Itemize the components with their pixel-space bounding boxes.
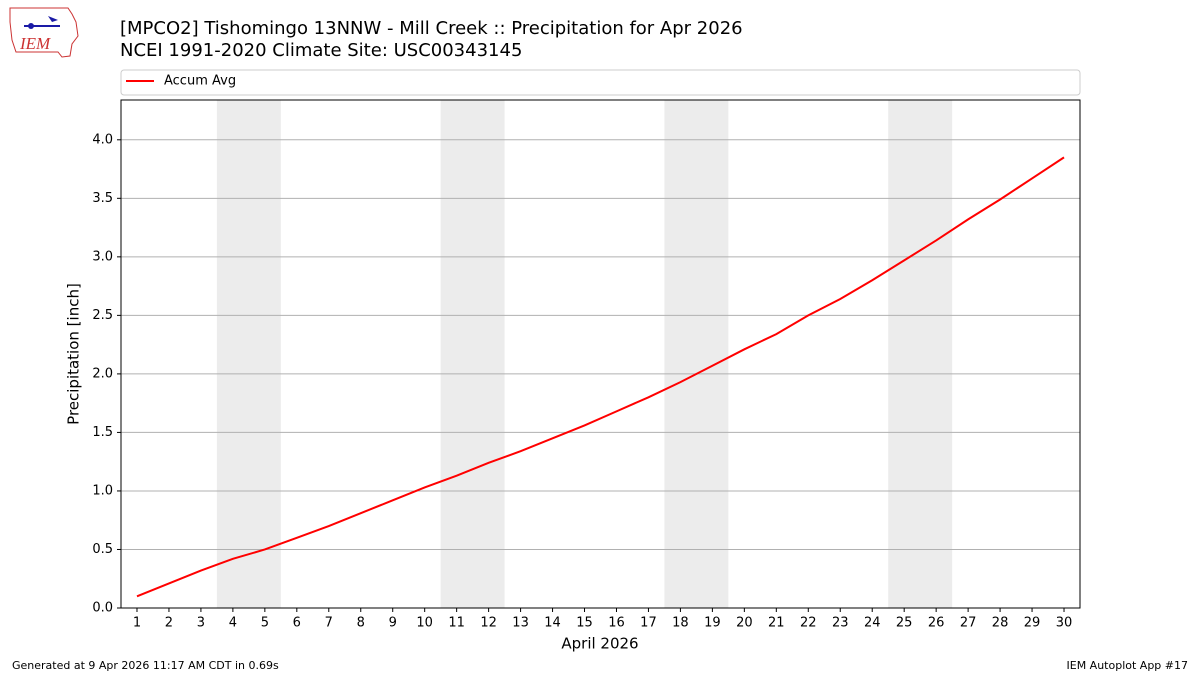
x-tick-label: 2 — [165, 616, 173, 631]
weekend-shade — [440, 100, 505, 608]
x-tick-label: 10 — [416, 616, 433, 631]
x-tick-label: 8 — [357, 616, 365, 631]
x-tick-label: 19 — [704, 616, 721, 631]
x-tick-label: 17 — [640, 616, 657, 631]
y-tick-label: 1.0 — [92, 483, 113, 498]
series-line — [136, 156, 1065, 598]
x-tick-label: 29 — [1024, 616, 1041, 631]
y-tick-label: 3.5 — [92, 191, 113, 206]
x-tick-label: 4 — [229, 616, 237, 631]
x-tick-label: 27 — [960, 616, 977, 631]
x-tick-label: 16 — [608, 616, 625, 631]
legend-label: Accum Avg — [164, 74, 236, 89]
weekend-shade — [664, 100, 729, 608]
x-tick-label: 22 — [800, 616, 817, 631]
logo-vane — [48, 16, 58, 22]
logo: IEM — [9, 7, 79, 58]
x-tick-label: 11 — [448, 616, 465, 631]
chart-subtitle: NCEI 1991-2020 Climate Site: USC00343145 — [120, 40, 522, 61]
footer-right: IEM Autoplot App #17 — [1067, 659, 1189, 672]
x-tick-label: 28 — [992, 616, 1009, 631]
y-axis-label: Precipitation [inch] — [65, 283, 83, 425]
x-tick-label: 20 — [736, 616, 753, 631]
logo-dot — [28, 23, 34, 29]
chart-title: [MPCO2] Tishomingo 13NNW - Mill Creek ::… — [120, 18, 743, 39]
x-tick-label: 6 — [293, 616, 301, 631]
x-tick-label: 23 — [832, 616, 849, 631]
x-tick-label: 3 — [197, 616, 205, 631]
x-tick-label: 14 — [544, 616, 561, 631]
x-tick-label: 30 — [1056, 616, 1073, 631]
plot-area — [121, 100, 1080, 609]
y-tick-label: 0.0 — [92, 601, 113, 616]
plot-frame — [120, 99, 1081, 609]
x-tick-label: 25 — [896, 616, 913, 631]
x-tick-label: 15 — [576, 616, 593, 631]
weekend-shade — [888, 100, 953, 608]
x-tick-label: 7 — [325, 616, 333, 631]
y-tick-label: 1.5 — [92, 425, 113, 440]
y-tick-label: 2.5 — [92, 308, 113, 323]
x-tick-label: 18 — [672, 616, 689, 631]
x-tick-label: 24 — [864, 616, 881, 631]
y-tick-label: 4.0 — [92, 132, 113, 147]
x-tick-label: 26 — [928, 616, 945, 631]
x-tick-label: 9 — [389, 616, 397, 631]
logo-text: IEM — [19, 34, 51, 53]
x-axis-label: April 2026 — [561, 635, 638, 653]
x-tick-label: 5 — [261, 616, 269, 631]
logo-outline — [9, 7, 79, 58]
x-tick-label: 21 — [768, 616, 785, 631]
weekend-shade — [216, 100, 281, 608]
y-tick-label: 3.0 — [92, 249, 113, 264]
y-tick-label: 2.0 — [92, 366, 113, 381]
footer-left: Generated at 9 Apr 2026 11:17 AM CDT in … — [12, 659, 279, 672]
legend-box — [120, 69, 1081, 96]
x-tick-label: 12 — [480, 616, 497, 631]
x-tick-label: 1 — [133, 616, 141, 631]
x-tick-label: 13 — [512, 616, 529, 631]
y-tick-label: 0.5 — [92, 542, 113, 557]
